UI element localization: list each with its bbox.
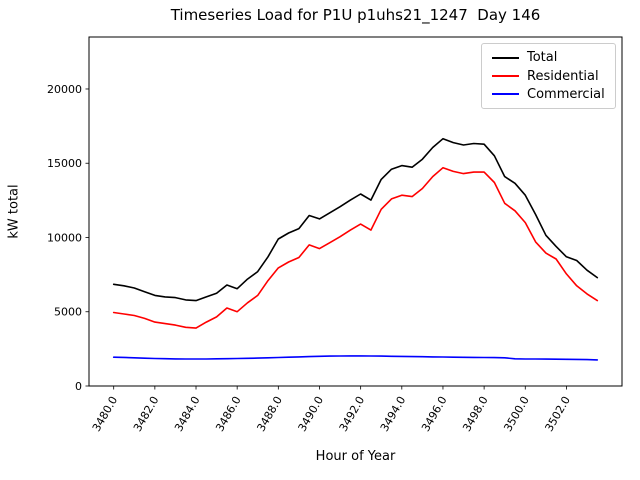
legend-entry-total: Total: [492, 50, 605, 65]
x-tick-label: 3486.0: [213, 394, 244, 434]
legend-line-residential: [492, 75, 519, 77]
legend-entry-commercial: Commercial: [492, 87, 605, 102]
x-tick-label: 3494.0: [378, 394, 409, 434]
legend: Total Residential Commercial: [481, 43, 616, 109]
x-tick-label: 3490.0: [296, 394, 327, 434]
legend-line-commercial: [492, 93, 519, 96]
y-tick-label: 15000: [47, 157, 82, 170]
chart-title: Timeseries Load for P1U p1uhs21_1247 Day…: [170, 6, 541, 24]
legend-label-commercial: Commercial: [527, 86, 605, 102]
series-line-residential: [112, 166, 599, 329]
series-line-commercial: [112, 355, 599, 361]
y-tick-label: 20000: [47, 83, 82, 96]
x-tick-label: 3480.0: [90, 394, 121, 434]
x-axis-label: Hour of Year: [315, 449, 396, 464]
legend-label-total: Total: [527, 50, 558, 66]
legend-label-residential: Residential: [527, 68, 599, 84]
series-line-total: [112, 137, 599, 302]
x-tick-label: 3482.0: [131, 394, 162, 434]
axes-frame: [88, 36, 623, 387]
x-tick-label: 3498.0: [460, 394, 491, 434]
y-tick-label: 10000: [47, 231, 82, 244]
x-tick-label: 3488.0: [254, 394, 285, 434]
x-tick-label: 3500.0: [501, 394, 532, 434]
legend-entry-residential: Residential: [492, 69, 605, 84]
x-tick-label: 3484.0: [172, 394, 203, 434]
y-tick-label: 5000: [54, 306, 82, 319]
x-tick-label: 3496.0: [419, 394, 450, 434]
x-tick-label: 3492.0: [337, 394, 368, 434]
y-tick-label: 0: [75, 380, 82, 393]
x-tick-label: 3502.0: [543, 394, 574, 434]
legend-line-total: [492, 56, 519, 59]
